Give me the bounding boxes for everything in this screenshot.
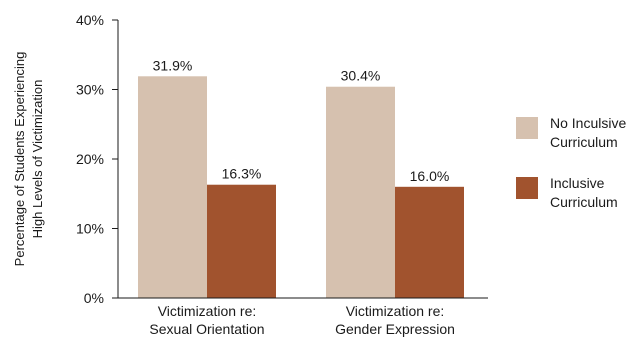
y-tick-label: 30% [76,82,104,98]
y-tick-label: 0% [84,290,104,306]
category-label-line: Victimization re: [158,303,257,319]
bar-inclusive [395,186,464,298]
bar-inclusive [207,184,276,298]
y-tick-label: 40% [76,12,104,28]
data-labels: 31.9% 16.3% 30.4% 16.0% [153,57,450,184]
category-label-line: Gender Expression [335,321,455,337]
bar-no-inclusive [326,86,395,298]
legend-swatch-inclusive [516,177,538,199]
bar-data-label: 16.0% [410,168,450,184]
bar-data-label: 16.3% [222,166,262,182]
category-label-line: Sexual Orientation [149,321,264,337]
y-axis-title: Percentage of Students Experiencing High … [12,52,45,267]
category-label: Victimization re: Sexual Orientation [149,303,264,337]
bar-data-label: 30.4% [341,68,381,84]
bar-data-label: 31.9% [153,57,193,73]
y-tick-label: 10% [76,221,104,237]
legend-label-no-inclusive: No Inculsive Curriculum [550,115,627,150]
y-axis-title-line: High Levels of Victimization [30,80,45,239]
category-label: Victimization re: Gender Expression [335,303,455,337]
legend-item-inclusive: Inclusive Curriculum [516,174,644,212]
bar-no-inclusive [138,76,207,298]
bars [138,76,464,298]
legend: No Inculsive Curriculum Inclusive Curric… [516,114,644,234]
y-tick-label: 20% [76,151,104,167]
category-labels: Victimization re: Sexual OrientationVicti… [149,303,455,337]
category-label-line: Victimization re: [346,303,445,319]
y-axis-title-line: Percentage of Students Experiencing [12,52,27,267]
legend-label-inclusive: Inclusive Curriculum [550,175,618,210]
legend-swatch-no-inclusive [516,117,538,139]
y-axis-title-text: Percentage of Students Experiencing High … [12,52,45,267]
y-axis-ticks: 0% 10% 20% 30% 40% [76,12,118,306]
legend-item-no-inclusive: No Inculsive Curriculum [516,114,644,152]
